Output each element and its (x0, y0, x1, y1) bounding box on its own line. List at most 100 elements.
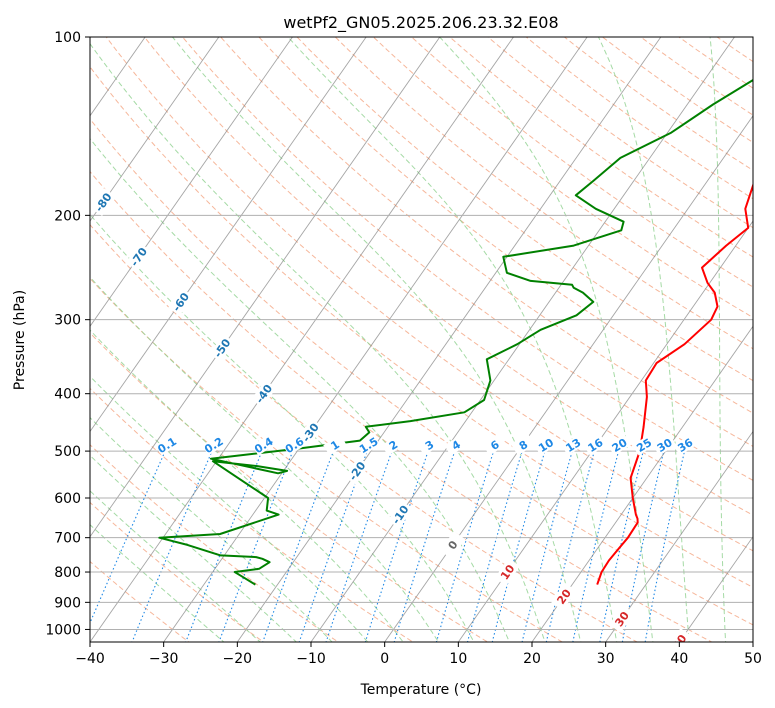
mixing-ratio-label-bg (561, 434, 585, 456)
mixing-ratio-line (466, 448, 524, 642)
mixing-ratio-label-bg (155, 434, 179, 456)
dry-adiabat-line (220, 37, 753, 447)
isotherm-label: -90 (62, 129, 84, 153)
mixing-ratio-label-bg (632, 434, 656, 456)
moist-adiabat-line (90, 375, 369, 642)
mixing-ratio-line (644, 448, 686, 642)
mixing-ratio-label-bg (323, 434, 347, 456)
x-tick-label: 0 (380, 651, 389, 667)
isotherm-line (90, 37, 514, 642)
mixing-ratio-line (521, 448, 574, 642)
dry-adiabat-line (639, 37, 753, 116)
isotherm-label-bg (209, 334, 235, 362)
mixing-ratio-line (364, 448, 430, 642)
mixing-ratio-label-bg (607, 434, 632, 456)
isotherm-label-bg (494, 558, 520, 586)
dry-adiabat-line (90, 170, 713, 642)
dry-adiabat-line (334, 37, 753, 350)
y-tick-label: 700 (54, 531, 81, 547)
isotherm-line (457, 220, 753, 642)
y-tick-label: 900 (54, 595, 81, 611)
dry-adiabat-line (181, 37, 753, 481)
dry-adiabat-line (601, 37, 753, 144)
isotherm-label: 40 (670, 632, 690, 652)
moist-adiabat-line (90, 416, 333, 642)
isotherm-line (236, 37, 662, 642)
mixing-ratio-label-bg (511, 434, 535, 456)
moist-adiabat-line (287, 37, 618, 642)
x-axis-label: Temperature (°C) (360, 682, 482, 698)
isotherm-line (605, 430, 753, 642)
chart-title: wetPf2_GN05.2025.206.23.32.E08 (283, 13, 558, 33)
mixing-ratio-label: 1.5 (357, 435, 380, 456)
y-tick-label: 100 (54, 30, 81, 46)
mixing-ratio-label-bg (534, 434, 558, 456)
mixing-ratio-line (435, 448, 495, 642)
isotherm-label-bg (387, 500, 413, 529)
mixing-ratio-line (90, 448, 167, 625)
mixing-ratio-label-bg (202, 434, 226, 456)
y-tick-label: 400 (54, 387, 81, 403)
mixing-ratio-line (218, 448, 295, 642)
isotherm-line (531, 325, 753, 642)
sounding-profiles (158, 78, 753, 586)
dry-adiabat-line (105, 37, 753, 552)
x-tick-label: 40 (670, 651, 688, 667)
mixing-ratio-label-bg (251, 434, 276, 456)
isotherm-label-bg (551, 582, 577, 611)
background-lines (90, 37, 753, 642)
x-tick-label: −30 (149, 651, 179, 667)
x-tick-label: 10 (449, 651, 467, 667)
mixing-ratio-line (131, 448, 214, 642)
isotherm-label-bg (125, 242, 152, 271)
temperature-line (596, 182, 753, 585)
x-tick-label: −10 (296, 651, 326, 667)
isotherm-label-bg (344, 457, 370, 485)
mixing-ratio-label-bg (583, 434, 607, 456)
dry-adiabat-line (143, 37, 753, 516)
moist-adiabat-line (90, 524, 225, 642)
plot-frame (89, 36, 754, 643)
dry-adiabat-line (449, 37, 753, 258)
y-axis-label: Pressure (hPa) (12, 290, 28, 390)
y-tick-label: 500 (54, 444, 81, 460)
y-tick-label: 800 (54, 565, 81, 581)
mixing-ratio-label-bg (356, 434, 381, 456)
dry-adiabat-line (90, 66, 753, 588)
y-tick-label: 600 (54, 491, 81, 507)
mixing-ratio-line (491, 448, 547, 642)
x-tick-label: 50 (744, 651, 762, 667)
x-tick-label: −20 (223, 651, 253, 667)
isotherm-line (310, 37, 735, 642)
dry-adiabat-line (90, 223, 639, 642)
mixing-ratio-line (393, 448, 457, 642)
y-tick-label: 200 (54, 208, 81, 224)
isotherm-label-bg (297, 418, 323, 447)
dry-adiabat-line (90, 501, 265, 642)
dry-adiabat-line (258, 37, 753, 414)
isotherm-line (90, 37, 293, 328)
isotherm-label-bg (168, 288, 194, 316)
isotherm-line (90, 37, 367, 433)
dry-adiabat-line (90, 560, 190, 642)
isotherm-label-bg (251, 379, 277, 408)
dry-adiabat-line (90, 387, 414, 642)
isotherm-line (752, 641, 753, 642)
isotherm-label-bg (34, 59, 59, 87)
mixing-ratio-label-bg (282, 434, 307, 456)
moist-adiabat-line (90, 213, 475, 642)
dry-adiabat-line (90, 444, 340, 642)
isotherm-label-bg (90, 188, 116, 216)
dry-adiabat-line (487, 37, 753, 229)
mixing-ratio-label-bg (483, 434, 507, 456)
isotherm-label-bg (60, 127, 85, 155)
mixing-ratio-label-bg (673, 434, 697, 456)
isotherm-line (678, 535, 753, 642)
mixing-ratio-label-bg (444, 434, 468, 456)
y-tick-label: 1000 (45, 622, 81, 638)
x-tick-label: 30 (597, 651, 615, 667)
x-tick-label: 20 (523, 651, 541, 667)
moist-adiabat-line (439, 37, 654, 642)
dry-adiabat-line (410, 37, 753, 288)
